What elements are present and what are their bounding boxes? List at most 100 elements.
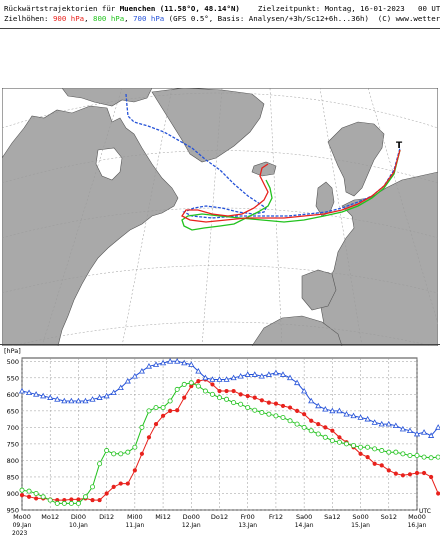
point-700 <box>152 361 160 367</box>
point-800 <box>202 388 208 394</box>
point-800 <box>428 455 434 461</box>
point-800 <box>19 487 25 493</box>
point-800 <box>294 421 300 427</box>
scandinavia-land <box>327 121 385 197</box>
point-900 <box>210 382 215 387</box>
target-city: Muenchen (11.58°O, 48.14°N) <box>119 4 240 13</box>
point-800 <box>252 407 258 413</box>
point-700 <box>174 358 181 364</box>
point-700 <box>188 361 195 367</box>
x-tick-date: 11.Jan <box>125 522 144 529</box>
x-tick-label: Do00 <box>183 513 200 521</box>
point-800 <box>386 449 392 455</box>
point-800 <box>245 405 251 411</box>
point-800 <box>146 408 152 414</box>
point-800 <box>329 438 335 444</box>
point-800 <box>238 401 244 407</box>
point-700 <box>258 372 265 379</box>
point-700 <box>406 427 414 434</box>
x-tick-label: Di12 <box>99 513 114 521</box>
point-800 <box>393 449 399 455</box>
point-700 <box>96 394 103 400</box>
point-800 <box>167 398 173 404</box>
point-800 <box>365 444 371 450</box>
trajectory-800 <box>181 149 401 231</box>
x-tick-label: Fr12 <box>269 513 283 521</box>
iberia-land <box>301 269 337 311</box>
point-900 <box>407 472 413 477</box>
point-700 <box>159 359 167 366</box>
point-700 <box>230 374 237 381</box>
point-800 <box>266 411 272 417</box>
land-masses <box>2 88 438 346</box>
y-axis-label: [hPa] <box>4 347 21 355</box>
point-800 <box>195 383 201 389</box>
point-700 <box>301 387 308 394</box>
point-700 <box>110 389 117 396</box>
point-800 <box>33 490 39 496</box>
point-900 <box>294 408 300 413</box>
header-line-2: Zielhöhen: 900 hPa, 800 hPa, 700 hPa (GF… <box>4 14 440 23</box>
point-900 <box>175 408 180 413</box>
point-700 <box>202 374 209 381</box>
point-800 <box>287 418 293 424</box>
point-900 <box>168 408 173 413</box>
point-700 <box>294 379 301 386</box>
header-line-1: Rückwärtstrajektorien für Muenchen (11.5… <box>4 4 440 13</box>
point-700 <box>357 414 364 420</box>
canada-islands <box>61 88 153 107</box>
point-900 <box>379 463 384 468</box>
point-700 <box>181 359 188 366</box>
point-700 <box>145 363 153 369</box>
point-900 <box>400 473 405 478</box>
x-tick-label: So12 <box>381 513 397 521</box>
x-tick-label: Di00 <box>71 513 86 521</box>
x-tick-label: Fr00 <box>241 513 255 521</box>
point-800 <box>400 451 406 457</box>
point-700 <box>322 405 329 412</box>
point-900 <box>160 413 166 418</box>
target-marker: T <box>396 141 403 151</box>
point-900 <box>280 403 286 409</box>
y-tick-label: 800 <box>7 457 19 465</box>
point-800 <box>280 414 286 420</box>
point-900 <box>182 395 187 400</box>
y-tick-label: 700 <box>7 424 19 432</box>
point-900 <box>365 455 370 460</box>
point-700 <box>117 384 124 391</box>
point-900 <box>111 484 116 489</box>
point-700 <box>350 412 357 419</box>
point-900 <box>132 468 137 473</box>
point-700 <box>265 371 272 377</box>
x-tick-date: 15.Jan <box>351 522 370 529</box>
point-900 <box>330 428 335 433</box>
point-700 <box>61 397 68 404</box>
x-tick-label: Do12 <box>211 513 228 521</box>
x-tick-label: Mo12 <box>41 513 59 521</box>
point-800 <box>273 413 279 419</box>
point-900 <box>231 388 236 394</box>
point-800 <box>351 443 357 449</box>
y-tick-label: 500 <box>7 358 19 366</box>
point-800 <box>407 452 413 458</box>
point-900 <box>76 497 81 502</box>
point-800 <box>139 424 145 430</box>
point-900 <box>196 379 201 384</box>
point-800 <box>125 449 131 455</box>
point-700 <box>413 430 421 437</box>
point-900 <box>238 392 243 397</box>
point-900 <box>302 412 307 417</box>
point-700 <box>364 415 371 422</box>
point-700 <box>75 397 82 404</box>
point-800 <box>181 381 187 387</box>
header-divider <box>0 28 440 29</box>
x-tick-label: Sa12 <box>324 513 340 521</box>
x-tick-date: 09.Jan <box>13 522 32 529</box>
point-800 <box>315 431 321 437</box>
point-700 <box>343 410 350 417</box>
point-700 <box>18 387 26 394</box>
point-900 <box>90 497 95 503</box>
point-900 <box>104 491 109 496</box>
greenland-land <box>151 88 265 163</box>
x-tick-date: 16.Jan <box>408 522 427 529</box>
